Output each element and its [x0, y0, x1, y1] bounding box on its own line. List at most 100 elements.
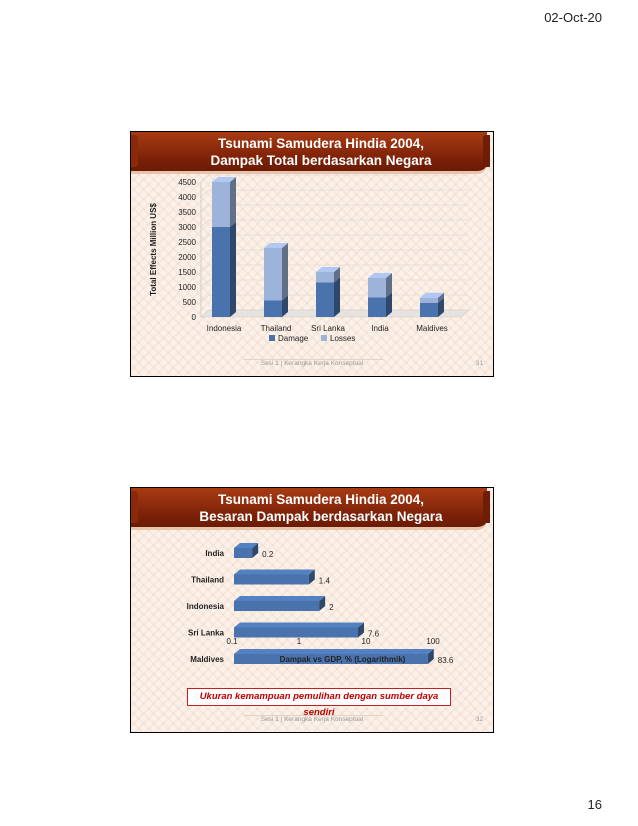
- bar-losses-maldives: [420, 292, 444, 303]
- bar-losses-sri-lanka-front: [316, 272, 334, 283]
- bar-losses-thailand-side: [282, 243, 288, 301]
- bar-sri-lanka-side: [358, 622, 365, 638]
- bar-losses-indonesia-top: [212, 177, 236, 182]
- bar-losses-sri-lanka-side: [334, 267, 340, 283]
- y-tick-label: 1000: [178, 283, 196, 292]
- legend-swatch-damage: [269, 335, 275, 341]
- bar-losses-indonesia-front: [212, 182, 230, 227]
- bar-losses-maldives-top: [420, 292, 444, 298]
- category-label: India: [205, 549, 224, 558]
- y-tick-label: 2500: [178, 238, 196, 247]
- y-tick-label: 0: [192, 313, 197, 322]
- bar-damage-indonesia-side: [230, 222, 236, 317]
- bar-losses-india-side: [386, 273, 392, 298]
- data-label: 83.6: [438, 656, 454, 665]
- bar-thailand-top: [234, 569, 315, 575]
- slide-footer: Sesi 1 | Kerangka Kerja Konseptual 32: [131, 715, 493, 727]
- data-label: 0.2: [262, 550, 274, 559]
- category-label: Maldives: [190, 655, 224, 664]
- x-tick-label: 10: [362, 637, 371, 646]
- legend-label-losses: Losses: [330, 334, 355, 343]
- bar-maldives: [234, 649, 434, 664]
- bar-losses-india-front: [368, 278, 386, 298]
- y-tick-label: 3500: [178, 208, 196, 217]
- bar-sri-lanka: [234, 622, 365, 638]
- footer-divider: [243, 359, 383, 360]
- bar-damage-maldives-side: [438, 297, 444, 317]
- bar-thailand: [234, 569, 315, 585]
- bar-damage-indonesia-front: [212, 227, 230, 317]
- y-tick-label: 500: [183, 298, 197, 307]
- gridline-depth: [200, 219, 210, 228]
- bar-sri-lanka-top: [234, 622, 365, 628]
- bar-losses-sri-lanka-top: [316, 267, 340, 272]
- bar-maldives-front: [234, 654, 428, 664]
- footer-text: Sesi 1 | Kerangka Kerja Konseptual: [260, 716, 364, 723]
- bar-india-top: [234, 543, 259, 548]
- gridline-depth: [200, 204, 210, 213]
- gridline-depth: [200, 279, 210, 288]
- bar-damage-maldives-front: [420, 302, 438, 317]
- bar-losses-indonesia-side: [230, 177, 236, 227]
- bar-losses-india: [368, 273, 392, 298]
- gridline-depth: [200, 249, 210, 258]
- gridline-depth: [200, 189, 210, 198]
- slide-title: Tsunami Samudera Hindia 2004, Dampak Tot…: [171, 132, 471, 171]
- title-banner: [131, 488, 487, 530]
- y-tick-label: 4500: [178, 178, 196, 187]
- gridline-depth: [200, 294, 210, 303]
- bar-damage-sri-lanka-side: [334, 277, 340, 317]
- slide-32: Tsunami Samudera Hindia 2004, Besaran Da…: [130, 487, 494, 733]
- footer-text: Sesi 1 | Kerangka Kerja Konseptual: [260, 360, 364, 367]
- bar-losses-maldives-front: [420, 297, 438, 303]
- banner-tab-left: [131, 135, 138, 167]
- data-label: 1.4: [319, 577, 331, 586]
- banner-tab-right: [483, 135, 490, 167]
- bar-maldives-top: [234, 649, 434, 654]
- bar-damage-india-side: [386, 292, 392, 317]
- bar-losses-thailand-front: [264, 248, 282, 301]
- bar-indonesia-front: [234, 601, 320, 611]
- bar-thailand-front: [234, 574, 309, 585]
- slide-31: Tsunami Samudera Hindia 2004, Dampak Tot…: [130, 131, 494, 377]
- slide-title: Tsunami Samudera Hindia 2004, Besaran Da…: [171, 488, 471, 527]
- category-label: Thailand: [191, 576, 224, 585]
- bar-damage-india-front: [368, 297, 386, 317]
- x-tick-label: Maldives: [416, 324, 448, 333]
- x-tick-label: 1: [297, 637, 302, 646]
- legend-label-damage: Damage: [278, 334, 309, 343]
- bar-damage-thailand-front: [264, 300, 282, 317]
- title-banner: [131, 132, 487, 174]
- horizontal-log-bar-chart: India 0.2 Thailand 1.4 Indonesia 2 Sri Lanka 7.…: [187, 543, 454, 665]
- data-label: 2: [329, 603, 334, 612]
- x-tick-label: Sri Lanka: [311, 324, 345, 333]
- gridline-depth: [200, 264, 210, 273]
- title-line-2: Dampak Total berdasarkan Negara: [210, 152, 432, 168]
- bar-losses-maldives-side: [438, 292, 444, 303]
- bar-indonesia-top: [234, 596, 326, 601]
- bar-damage-sri-lanka: [316, 277, 340, 317]
- legend-swatch-losses: [321, 335, 327, 341]
- bar-damage-thailand-side: [282, 295, 288, 317]
- title-line-2: Besaran Dampak berdasarkan Negara: [199, 508, 443, 524]
- x-tick-label: 0.1: [226, 637, 238, 646]
- y-tick-label: 2000: [178, 253, 196, 262]
- footer-divider: [243, 715, 383, 716]
- bar-indonesia: [234, 596, 326, 611]
- category-label: Indonesia: [187, 602, 225, 611]
- stacked-bar-chart: 0 500 1000 1500 2000 2500 3000 3500 4000 4500 Tota…: [149, 174, 470, 343]
- bar-india-front: [234, 548, 253, 558]
- bar-losses-india-top: [368, 273, 392, 278]
- title-line-1: Tsunami Samudera Hindia 2004,: [217, 135, 425, 151]
- gridline-depth: [200, 234, 210, 243]
- x-tick-label: Indonesia: [207, 324, 242, 333]
- bar-india: [234, 543, 259, 558]
- y-axis-label: Total Effects Million US$: [149, 203, 158, 296]
- title-line-1: Tsunami Samudera Hindia 2004,: [217, 491, 425, 507]
- slide-number: 32: [475, 716, 483, 723]
- slide-number: 31: [475, 360, 483, 367]
- x-tick-label: India: [371, 324, 389, 333]
- y-tick-label: 3000: [178, 223, 196, 232]
- x-tick-label: Thailand: [261, 324, 292, 333]
- x-axis-label: Dampak vs GDP, % (Logarithmik): [280, 655, 406, 664]
